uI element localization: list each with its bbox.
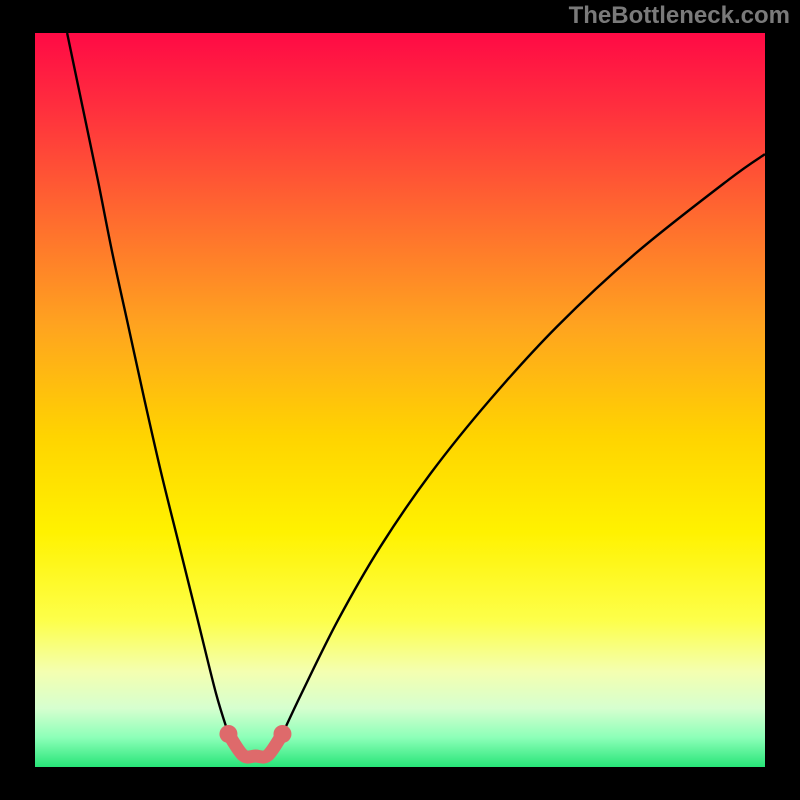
gradient-and-curves bbox=[35, 33, 765, 767]
plot-area bbox=[35, 33, 765, 767]
chart-frame: TheBottleneck.com bbox=[0, 0, 800, 800]
watermark-text: TheBottleneck.com bbox=[569, 2, 790, 30]
valley-endpoint-marker bbox=[219, 725, 237, 743]
valley-endpoint-marker bbox=[273, 725, 291, 743]
